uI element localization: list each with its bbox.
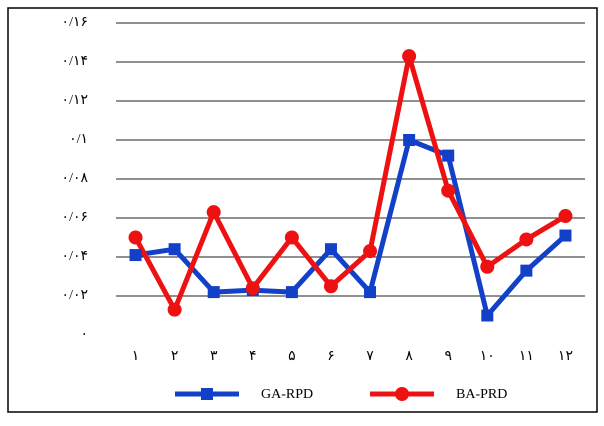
point: [442, 149, 455, 162]
point: [207, 286, 220, 299]
series-line: [135, 137, 568, 318]
point: [285, 286, 298, 299]
x-tick-label: ۶: [327, 349, 335, 364]
point: [480, 259, 495, 274]
x-tick-label: ۴: [249, 349, 257, 364]
point: [402, 49, 417, 64]
y-tick-label: ۰/۰۶: [62, 210, 88, 225]
x-tick-label: ۱: [132, 349, 140, 364]
y-tick-label: ۰: [80, 327, 88, 342]
point: [364, 286, 377, 299]
point: [363, 244, 378, 259]
x-tick-label: ۲: [171, 349, 179, 364]
point: [324, 243, 337, 256]
point: [323, 279, 338, 294]
legend-label: GA-RPD: [261, 387, 313, 402]
y-tick-label: ۰/۰۴: [62, 249, 88, 264]
point: [245, 281, 260, 296]
point: [403, 134, 416, 146]
point: [481, 309, 494, 322]
chart-border: [7, 7, 598, 413]
point: [520, 264, 533, 277]
series-line: [133, 53, 567, 313]
y-tick-label: ۰/۰۸: [62, 171, 89, 186]
point: [129, 249, 142, 262]
point: [206, 205, 221, 220]
point: [558, 209, 573, 224]
point: [441, 183, 456, 198]
point: [519, 232, 534, 247]
legend-marker: [201, 388, 213, 400]
x-tick-label: ۷: [366, 349, 374, 364]
point: [128, 230, 143, 245]
legend-marker: [395, 387, 409, 401]
point: [284, 230, 299, 245]
y-tick-label: ۰/۱: [69, 132, 88, 147]
point: [168, 243, 181, 256]
x-tick-label: ۱۰: [480, 349, 495, 364]
x-tick-label: ۱۱: [519, 349, 534, 364]
x-tick-label: ۱۲: [558, 349, 573, 364]
legend-label: BA-PRD: [456, 387, 507, 402]
y-tick-label: ۰/۱۴: [62, 54, 88, 69]
y-tick-label: ۰/۱۶: [62, 15, 88, 30]
y-tick-label: ۰/۰۲: [62, 288, 88, 303]
point: [559, 229, 572, 242]
x-tick-label: ۵: [288, 349, 296, 364]
x-tick-label: ۸: [405, 349, 413, 364]
x-tick-label: ۳: [210, 349, 218, 364]
y-tick-label: ۰/۱۲: [62, 93, 88, 108]
x-tick-label: ۹: [444, 349, 452, 364]
point: [167, 302, 182, 317]
